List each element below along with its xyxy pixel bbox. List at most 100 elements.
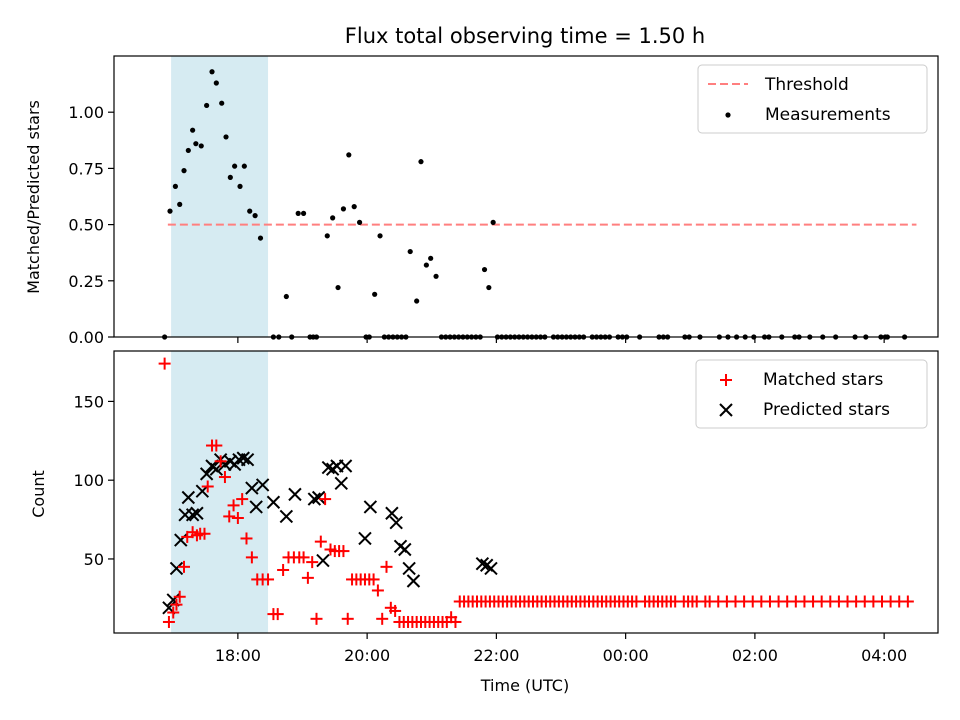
predicted-star-point [402, 561, 416, 576]
predicted-stars-points [162, 451, 498, 615]
bottom-y-ticks: 50 100 150 [73, 392, 114, 569]
predicted-star-point [288, 487, 302, 502]
measurement-point [209, 69, 215, 75]
matched-star-point [227, 499, 240, 512]
measurement-point [414, 298, 420, 304]
top-legend-box [697, 64, 928, 134]
matched-star-point [277, 563, 290, 576]
predicted-star-point [316, 553, 330, 568]
bottom-observing-span [171, 351, 269, 633]
predicted-star-point [307, 492, 322, 506]
matched-star-point [376, 612, 389, 625]
measurement-point [433, 273, 439, 279]
measurement-point [204, 102, 210, 109]
bottom-legend-box [695, 359, 928, 429]
measurement-point [223, 134, 229, 140]
measurement-point [227, 174, 233, 180]
measurement-point [330, 215, 336, 221]
measurement-point [295, 210, 301, 216]
matched-star-point [223, 510, 236, 523]
measurement-point [252, 213, 258, 219]
measurement-point [324, 233, 330, 239]
top-x-ticks [237, 337, 885, 343]
predicted-star-point [245, 481, 259, 495]
measurement-point [481, 266, 488, 273]
matched-star-point [240, 532, 253, 545]
top-y-tick-label: 0.25 [68, 272, 104, 291]
bottom-y-tick-label: 100 [73, 471, 104, 490]
top-y-tick-label: 1.00 [68, 103, 104, 122]
matched-star-point [201, 480, 214, 493]
measurement-point [172, 183, 178, 189]
measurement-point [490, 219, 496, 225]
measurement-point [247, 208, 253, 214]
predicted-star-point [311, 490, 326, 505]
bottom-axes-frame [113, 350, 939, 634]
measurement-point [177, 201, 183, 207]
matched-star-point [371, 584, 384, 597]
measurement-point [377, 233, 383, 239]
bottom-x-tick-label: 18:00 [215, 646, 261, 665]
measurement-point [241, 163, 247, 169]
predicted-star-point [475, 556, 490, 571]
matched-star-point [341, 612, 354, 625]
measurement-point [232, 163, 238, 169]
predicted-star-point [484, 561, 498, 576]
top-y-tick-label: 0.75 [68, 159, 104, 178]
predicted-star-point [255, 478, 270, 492]
predicted-star-point [249, 500, 263, 514]
top-y-ticks: 0.00 0.25 0.50 0.75 1.00 [68, 103, 114, 347]
predicted-star-point [279, 509, 294, 524]
predicted-star-point [190, 506, 204, 520]
matched-star-point [158, 357, 171, 370]
measurement-point [486, 284, 492, 291]
matched-star-point [262, 573, 275, 586]
matched-star-point [301, 571, 314, 584]
measurement-point [198, 143, 204, 149]
top-observing-span [171, 56, 269, 337]
matched-star-point [901, 595, 914, 608]
matched-star-point [210, 439, 223, 452]
bottom-x-tick-label: 22:00 [473, 646, 519, 665]
predicted-star-point [334, 476, 348, 491]
matched-star-point [310, 612, 323, 625]
measurement-point [257, 235, 264, 241]
legend-predicted-swatch [719, 403, 733, 417]
bottom-y-axis-label: Count [29, 470, 48, 518]
x-axis-label: Time (UTC) [480, 676, 569, 695]
matched-star-point [214, 455, 227, 468]
measurement-point [428, 255, 434, 261]
predicted-star-point [266, 495, 281, 509]
matched-star-point [314, 535, 327, 548]
matched-star-point [367, 573, 380, 586]
measurement-point [372, 291, 378, 297]
bottom-x-tick-label: 20:00 [344, 646, 390, 665]
matched-star-point [449, 615, 462, 628]
predicted-star-point [389, 516, 403, 530]
matched-star-point [389, 604, 402, 617]
measurement-point [356, 219, 363, 225]
top-axes-frame [113, 55, 939, 338]
predicted-star-point [181, 490, 196, 505]
matched-star-point [319, 493, 332, 506]
measurement-point [237, 183, 243, 189]
measurement-point [340, 206, 347, 212]
bottom-y-tick-label: 150 [73, 392, 104, 411]
measurement-point [300, 210, 307, 216]
bottom-x-tick-label: 04:00 [861, 646, 907, 665]
legend-measurements-label: Measurements [765, 105, 891, 125]
matched-star-point [218, 471, 231, 484]
predicted-star-point [338, 459, 353, 473]
measurement-point [335, 284, 341, 291]
legend-threshold-label: Threshold [764, 75, 849, 95]
matched-star-point [236, 493, 249, 506]
matched-star-point [198, 527, 211, 540]
matched-star-point [337, 545, 350, 558]
bottom-x-ticks: 18:00 20:00 22:00 00:00 02:00 04:00 [215, 633, 907, 665]
top-y-axis-label: Matched/Predicted stars [24, 100, 43, 294]
predicted-star-point [169, 561, 184, 576]
matched-star-point [167, 606, 180, 619]
legend-matched-swatch [720, 374, 732, 386]
